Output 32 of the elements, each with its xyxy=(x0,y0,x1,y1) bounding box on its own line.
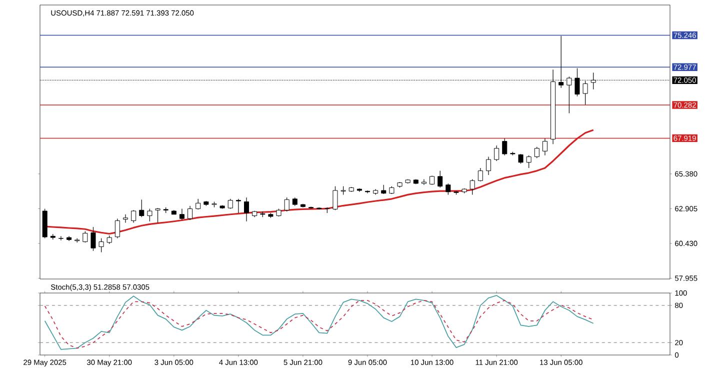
candlestick xyxy=(179,208,184,220)
candlestick xyxy=(244,197,250,222)
candlestick xyxy=(98,238,104,253)
candlestick xyxy=(122,214,128,224)
candlestick xyxy=(502,138,508,156)
candlestick xyxy=(284,197,290,212)
candlestick xyxy=(58,236,64,241)
candlestick xyxy=(90,226,96,252)
candlestick xyxy=(236,198,241,214)
candlestick xyxy=(478,168,483,182)
candlestick xyxy=(139,199,144,218)
candlestick xyxy=(421,178,426,186)
candlestick xyxy=(542,138,548,156)
candlestick xyxy=(470,178,475,195)
candlestick xyxy=(486,156,492,176)
candlestick xyxy=(430,175,435,186)
candlestick xyxy=(526,155,532,168)
candlestick xyxy=(446,183,451,195)
candlestick xyxy=(518,154,524,164)
candlestick xyxy=(188,206,193,220)
candlestick xyxy=(582,80,588,106)
candlestick xyxy=(438,170,443,188)
candlestick xyxy=(332,186,338,210)
candlestick xyxy=(196,198,201,210)
candlestick xyxy=(147,208,152,222)
candlestick xyxy=(131,210,136,224)
candlestick xyxy=(155,208,160,224)
candlestick xyxy=(114,218,120,239)
candlestick xyxy=(381,184,386,194)
candlestick xyxy=(494,145,500,162)
candlestick xyxy=(82,230,88,243)
candlestick xyxy=(534,146,540,158)
